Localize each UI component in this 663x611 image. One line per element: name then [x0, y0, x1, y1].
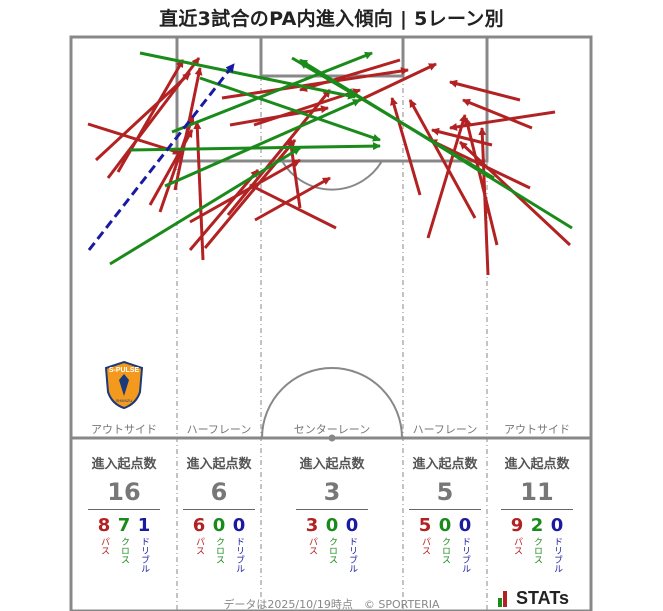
stats-logo-icon [498, 590, 512, 607]
lane-stat-halfspace-right: 進入起点数 5 5 パス 0 クロス 0 ドリブル [403, 453, 487, 573]
crest-text: S-PULSE [109, 367, 140, 374]
stats-logo: STATs [498, 588, 569, 609]
dribble-label: ドリブル [139, 537, 149, 573]
page-title: 直近3試合のPA内進入傾向 | 5レーン別 [159, 8, 504, 30]
lane-label-outside-left: アウトサイド [91, 423, 157, 436]
pass-label: パス [512, 537, 522, 555]
pass-count: 3 [305, 515, 319, 536]
lane-stat-outside-left: 進入起点数 16 8 パス 7 クロス 1 ドリブル [76, 453, 172, 573]
lane-stat-total: 3 [296, 478, 368, 510]
pass-label: パス [420, 537, 430, 555]
lane-stat-total: 11 [501, 478, 573, 510]
lane-label-outside-right: アウトサイド [504, 423, 570, 436]
crest-subtext: SHIMIZU [116, 398, 133, 403]
lane-stat-outside-right: 進入起点数 11 9 パス 2 クロス 0 ドリブル [487, 453, 587, 573]
footer-credit: データは2025/10/19時点 © SPORTERIA [223, 598, 440, 611]
cross-label: クロス [214, 537, 224, 564]
pass-count: 8 [97, 515, 111, 536]
lane-stat-header: 進入起点数 [186, 457, 252, 472]
stats-logo-text: STATs [516, 588, 569, 608]
dribble-count: 0 [345, 515, 359, 536]
dribble-label: ドリブル [460, 537, 470, 573]
center-spot [328, 434, 336, 442]
cross-label: クロス [532, 537, 542, 564]
dribble-arrows [87, 63, 236, 251]
pass-count: 5 [418, 515, 432, 536]
penalty-arc [281, 160, 383, 191]
lane-stat-total: 16 [88, 478, 160, 510]
dribble-count: 0 [232, 515, 246, 536]
pass-label: パス [194, 537, 204, 555]
dribble-label: ドリブル [347, 537, 357, 573]
shield-crest-icon: S-PULSE SHIMIZU [104, 360, 144, 410]
pitch-outline [69, 35, 593, 611]
cross-label: クロス [119, 537, 129, 564]
lane-stat-header: 進入起点数 [504, 457, 570, 472]
cross-label: クロス [440, 537, 450, 564]
dribble-label: ドリブル [234, 537, 244, 573]
pass-label: パス [99, 537, 109, 555]
dribble-label: ドリブル [552, 537, 562, 573]
lane-label-halfspace-right: ハーフレーン [412, 423, 478, 436]
center-circle [261, 367, 403, 439]
cross-count: 2 [530, 515, 544, 536]
cross-count: 0 [212, 515, 226, 536]
lane-stat-header: 進入起点数 [299, 457, 365, 472]
dribble-count: 1 [137, 515, 151, 536]
lane-label-halfspace-left: ハーフレーン [186, 423, 252, 436]
lane-label-center: センターレーン [293, 423, 371, 436]
lane-stat-total: 5 [409, 478, 481, 510]
penalty-area [175, 37, 489, 163]
lane-stat-header: 進入起点数 [412, 457, 478, 472]
pass-count: 6 [192, 515, 206, 536]
lane-stat-center: 進入起点数 3 3 パス 0 クロス 0 ドリブル [261, 453, 403, 573]
lane-stat-header: 進入起点数 [91, 457, 157, 472]
goal-area [259, 37, 405, 78]
dribble-count: 0 [458, 515, 472, 536]
cross-arrows [109, 51, 573, 266]
cross-count: 0 [325, 515, 339, 536]
lane-stat-total: 6 [183, 478, 255, 510]
cross-count: 7 [117, 515, 131, 536]
pass-count: 9 [510, 515, 524, 536]
cross-count: 0 [438, 515, 452, 536]
cross-label: クロス [327, 537, 337, 564]
lane-stat-halfspace-left: 進入起点数 6 6 パス 0 クロス 0 ドリブル [177, 453, 261, 573]
dribble-count: 0 [550, 515, 564, 536]
pass-label: パス [307, 537, 317, 555]
